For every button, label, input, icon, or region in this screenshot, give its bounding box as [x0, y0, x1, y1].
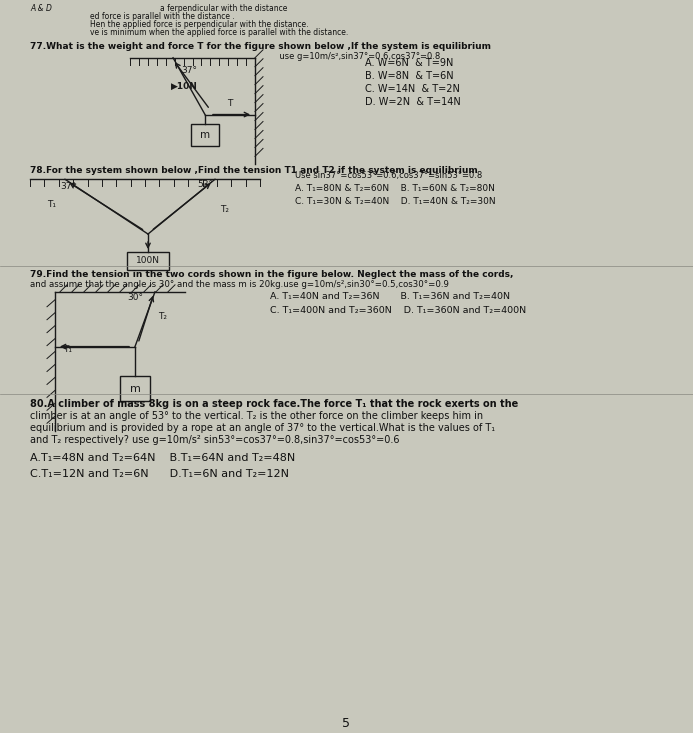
Text: A. T₁=40N and T₂=36N       B. T₁=36N and T₂=40N: A. T₁=40N and T₂=36N B. T₁=36N and T₂=40…: [270, 292, 510, 301]
Text: D. W=2N  & T=14N: D. W=2N & T=14N: [365, 97, 461, 106]
Text: and T₂ respectively? use g=10m/s² sin53°=cos37°=0.8,sin37°=cos53°=0.6: and T₂ respectively? use g=10m/s² sin53°…: [30, 435, 399, 445]
Text: and assume that the angle is 30° and the mass m is 20kg.use g=10m/s²,sin30°=0.5,: and assume that the angle is 30° and the…: [30, 280, 449, 289]
Bar: [191, 125, 219, 147]
Text: C.T₁=12N and T₂=6N      D.T₁=6N and T₂=12N: C.T₁=12N and T₂=6N D.T₁=6N and T₂=12N: [30, 469, 289, 479]
Text: m: m: [200, 130, 210, 141]
Text: A.T₁=48N and T₂=64N    B.T₁=64N and T₂=48N: A.T₁=48N and T₂=64N B.T₁=64N and T₂=48N: [30, 453, 295, 463]
Text: 5: 5: [342, 717, 350, 730]
Text: B. W=8N  & T=6N: B. W=8N & T=6N: [365, 70, 454, 81]
Text: T₂: T₂: [220, 205, 229, 213]
Text: C. T₁=400N and T₂=360N    D. T₁=360N and T₂=400N: C. T₁=400N and T₂=360N D. T₁=360N and T₂…: [270, 306, 526, 314]
Text: 79.Find the tension in the two cords shown in the figure below. Neglect the mass: 79.Find the tension in the two cords sho…: [30, 270, 514, 279]
Text: a ferpendicular with the distance: a ferpendicular with the distance: [160, 4, 288, 13]
Text: 100N: 100N: [136, 257, 160, 265]
Text: Hen the applied force is perpendicular with the distance.: Hen the applied force is perpendicular w…: [90, 20, 308, 29]
Text: m: m: [130, 384, 141, 394]
Text: A. W=6N  & T=9N: A. W=6N & T=9N: [365, 58, 453, 67]
Text: use g=10m/s²,sin37°=0.6,cos37°=0.8: use g=10m/s²,sin37°=0.6,cos37°=0.8: [30, 52, 440, 61]
Text: ve is minimum when the applied force is parallel with the distance.: ve is minimum when the applied force is …: [90, 28, 349, 37]
Text: 37°: 37°: [60, 183, 76, 191]
Text: C. T₁=30N & T₂=40N    D. T₁=40N & T₂=30N: C. T₁=30N & T₂=40N D. T₁=40N & T₂=30N: [295, 197, 495, 206]
Text: 78.For the system shown below ,Find the tension T1 and T2 if the system is equil: 78.For the system shown below ,Find the …: [30, 166, 477, 175]
Text: A. T₁=80N & T₂=60N    B. T₁=60N & T₂=80N: A. T₁=80N & T₂=60N B. T₁=60N & T₂=80N: [295, 184, 495, 194]
Text: A & D: A & D: [30, 4, 52, 13]
Text: T₁: T₁: [63, 345, 72, 353]
Text: T₂: T₂: [158, 312, 167, 321]
Bar: [120, 377, 150, 402]
Text: Use sin37°=cos53°=0.6,cos37°=sin53°=0.8: Use sin37°=cos53°=0.6,cos37°=sin53°=0.8: [295, 172, 482, 180]
Text: T₁: T₁: [47, 199, 56, 209]
Text: T: T: [227, 98, 233, 108]
Text: C. W=14N  & T=2N: C. W=14N & T=2N: [365, 84, 460, 94]
Text: 53°: 53°: [197, 180, 213, 189]
Text: 37°: 37°: [181, 66, 197, 75]
Bar: [127, 252, 169, 270]
Text: equilibrium and is provided by a rope at an angle of 37° to the vertical.What is: equilibrium and is provided by a rope at…: [30, 423, 495, 433]
Text: climber is at an angle of 53° to the vertical. T₂ is the other force on the clim: climber is at an angle of 53° to the ver…: [30, 411, 483, 421]
Text: ▶10N: ▶10N: [171, 81, 198, 91]
Text: ed force is parallel with the distance .: ed force is parallel with the distance .: [90, 12, 235, 21]
Text: 80.A climber of mass 8kg is on a steep rock face.The force T₁ that the rock exer: 80.A climber of mass 8kg is on a steep r…: [30, 399, 518, 409]
Text: 77.What is the weight and force T for the figure shown below ,If the system is e: 77.What is the weight and force T for th…: [30, 42, 491, 51]
Text: 30°: 30°: [127, 292, 143, 302]
